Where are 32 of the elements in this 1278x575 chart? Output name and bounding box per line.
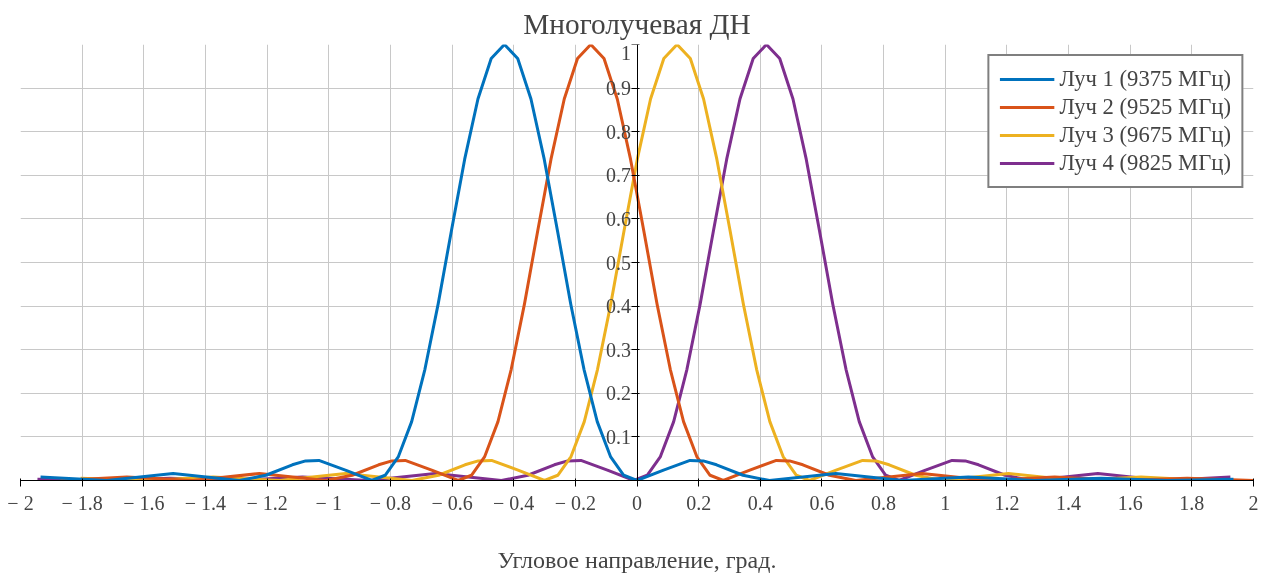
x-tick-label: 0.6	[809, 491, 835, 514]
x-tick-label: 0	[632, 491, 642, 514]
x-tick-label: 2	[1248, 491, 1259, 514]
x-tick-label: − 0.2	[554, 491, 596, 514]
x-tick-label: − 2	[7, 491, 34, 514]
x-tick-label: − 0.6	[431, 491, 473, 514]
y-tick-label: 0.1	[606, 425, 631, 448]
chart-title: Многолучевая ДН	[523, 7, 751, 40]
y-tick-label: 0.2	[606, 382, 631, 405]
x-tick-label: 1.2	[994, 491, 1020, 514]
x-tick-label: − 0.4	[493, 491, 535, 514]
legend-label: Луч 4 (9825 МГц)	[1059, 150, 1231, 176]
x-tick-label: − 1	[315, 491, 342, 514]
x-axis-title: Угловое направление, град.	[497, 546, 777, 573]
x-tick-label: 0.8	[871, 491, 897, 514]
x-tick-label: 1.4	[1056, 491, 1082, 514]
x-tick-label: 0.4	[747, 491, 773, 514]
x-tick-label: − 1.4	[184, 491, 227, 514]
x-tick-label: 1.8	[1179, 491, 1205, 514]
legend-label: Луч 2 (9525 МГц)	[1059, 94, 1231, 120]
legend-label: Луч 1 (9375 МГц)	[1059, 66, 1231, 92]
x-tick-label: − 1.6	[123, 491, 165, 514]
y-tick-label: 0.3	[606, 338, 631, 361]
x-tick-label: 1.6	[1117, 491, 1143, 514]
legend-label: Луч 3 (9675 МГц)	[1059, 122, 1231, 148]
x-tick-label: − 1.8	[61, 491, 103, 514]
x-tick-label: − 1.2	[246, 491, 288, 514]
x-tick-label: 0.2	[686, 491, 712, 514]
x-tick-label: 1	[940, 491, 951, 514]
x-tick-label: − 0.8	[369, 491, 412, 514]
y-tick-label: 0.7	[606, 164, 631, 187]
y-tick-label: 1	[621, 41, 631, 64]
